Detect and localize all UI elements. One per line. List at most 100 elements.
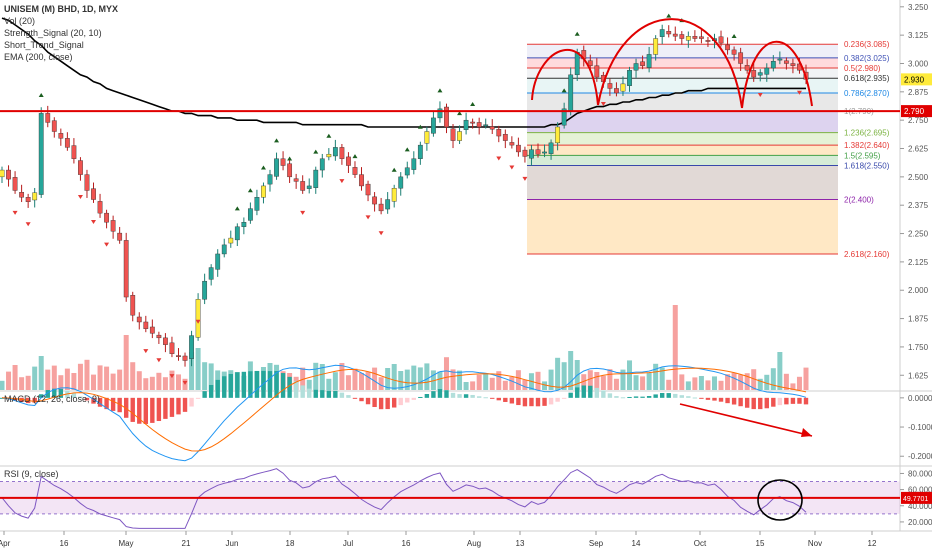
fib-level-label: 2(2.400) xyxy=(844,196,874,205)
volume-bar xyxy=(84,359,90,390)
macd-histogram-bar xyxy=(117,397,122,413)
x-tick-label: 16 xyxy=(60,539,69,548)
volume-bar xyxy=(476,374,482,390)
macd-histogram-bar xyxy=(764,397,769,409)
indicator-short-trend[interactable]: Short_Trend_Signal xyxy=(4,40,84,50)
rsi-label[interactable]: RSI (9, close) xyxy=(4,469,59,479)
volume-bar xyxy=(496,371,502,390)
candle xyxy=(280,158,286,166)
candle xyxy=(653,38,659,55)
macd-histogram-bar xyxy=(97,397,103,407)
sell-signal-marker xyxy=(77,195,83,199)
candle xyxy=(385,199,391,210)
volume-bar xyxy=(770,368,776,390)
volume-bar xyxy=(535,371,541,390)
candle xyxy=(568,74,574,111)
macd-histogram-bar xyxy=(607,393,613,398)
candle xyxy=(326,153,332,158)
candle xyxy=(398,176,404,189)
macd-histogram-bar xyxy=(280,373,286,398)
macd-histogram-bar xyxy=(470,394,475,398)
ema-200-line xyxy=(1,17,806,128)
macd-histogram-bar xyxy=(58,388,64,398)
volume-bar xyxy=(731,372,737,390)
macd-histogram-bar xyxy=(12,397,18,401)
macd-histogram-bar xyxy=(503,397,508,402)
annotation-macd-arrowhead xyxy=(801,428,812,437)
volume-bar xyxy=(685,381,691,390)
x-tick-label: 15 xyxy=(756,539,765,548)
volume-bar xyxy=(777,352,783,390)
macd-label[interactable]: MACD (12, 26, close, 9) xyxy=(4,394,101,404)
candle xyxy=(143,321,149,329)
volume-bar xyxy=(783,373,789,390)
macd-histogram-bar xyxy=(744,397,750,408)
candle xyxy=(32,192,38,201)
macd-histogram-bar xyxy=(718,397,724,402)
chart-legend: UNISEM (M) BHD, 1D, MYX Vol (20) Strengt… xyxy=(4,3,118,63)
fib-level-label: 1.382(2.640) xyxy=(844,141,890,150)
candle xyxy=(659,29,665,37)
candle xyxy=(215,253,221,270)
buy-signal-marker xyxy=(287,156,293,161)
indicator-vol[interactable]: Vol (20) xyxy=(4,16,36,26)
macd-histogram-bar xyxy=(751,397,756,410)
indicator-strength[interactable]: Strength_Signal (20, 10) xyxy=(4,28,102,38)
sell-signal-marker xyxy=(365,215,371,220)
candle xyxy=(542,151,547,154)
candle xyxy=(261,185,266,198)
macd-histogram-bar xyxy=(437,389,443,398)
candle xyxy=(672,33,678,37)
y-tick-label: 2.375 xyxy=(908,201,929,210)
volume-bar xyxy=(738,374,744,390)
volume-bar xyxy=(91,374,97,390)
candle xyxy=(391,187,397,202)
volume-bar xyxy=(666,379,672,390)
candle xyxy=(489,126,495,130)
volume-bar xyxy=(463,382,469,390)
macd-histogram-bar xyxy=(326,390,332,398)
volume-bar xyxy=(149,376,155,390)
candle xyxy=(607,83,613,89)
buy-signal-marker xyxy=(574,31,580,36)
macd-histogram-bar xyxy=(614,396,619,398)
macd-histogram-bar xyxy=(725,397,730,404)
macd-histogram-bar xyxy=(705,397,711,400)
volume-bar xyxy=(803,367,809,390)
x-tick-label: May xyxy=(118,539,133,548)
macd-histogram-bar xyxy=(529,397,534,407)
macd-histogram-bar xyxy=(241,371,247,398)
candle xyxy=(757,72,763,76)
macd-histogram-bar xyxy=(176,397,181,415)
macd-histogram-bar xyxy=(627,396,632,398)
candle xyxy=(84,174,90,191)
macd-histogram-bar xyxy=(575,387,580,398)
volume-bar xyxy=(587,370,593,390)
macd-histogram-bar xyxy=(522,397,528,407)
candle xyxy=(149,326,155,334)
rsi-y-tick-label: 60.0000 xyxy=(908,486,932,495)
volume-bar xyxy=(162,377,168,390)
annotation-right-shoulder xyxy=(741,40,813,109)
candle xyxy=(0,169,5,178)
fib-level-label: 0.786(2.870) xyxy=(844,89,890,98)
candle xyxy=(287,163,293,178)
macd-histogram-bar xyxy=(169,397,175,417)
candle xyxy=(12,177,18,191)
volume-bar xyxy=(790,383,796,390)
volume-bar xyxy=(359,373,365,390)
macd-histogram-bar xyxy=(738,397,743,407)
candle xyxy=(555,126,561,144)
volume-bar xyxy=(136,371,142,390)
buy-signal-marker xyxy=(313,149,319,154)
volume-bar xyxy=(97,365,103,390)
macd-histogram-bar xyxy=(150,397,155,423)
candle xyxy=(104,212,109,223)
volume-bar xyxy=(672,305,678,390)
y-tick-label: 1.625 xyxy=(908,371,929,380)
y-tick-label: 1.875 xyxy=(908,315,929,324)
volume-bar xyxy=(306,379,312,390)
fib-zone xyxy=(527,57,838,69)
indicator-ema[interactable]: EMA (200, close) xyxy=(4,52,73,62)
